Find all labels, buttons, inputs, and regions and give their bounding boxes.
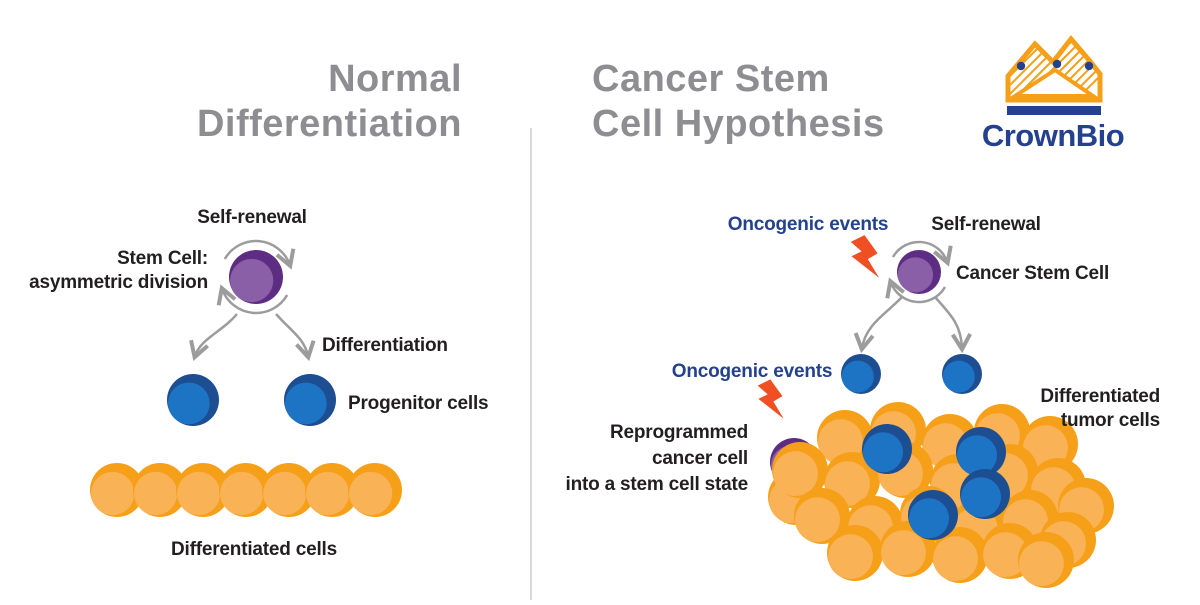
cell-blue-left-progenitors [167, 374, 219, 426]
label-reprogrammed-cancer-cell: Reprogrammed cancer cell into a stem cel… [500, 420, 748, 498]
cell-blue-tumor-blue [960, 469, 1010, 519]
label-oncogenic-events-mid: Oncogenic events [671, 361, 833, 382]
lightning-bolt-icon [754, 377, 789, 424]
cell-blue-tumor-blue [956, 427, 1006, 477]
cell-orange-left-differentiated [262, 463, 316, 517]
cell-purple-left-stem [229, 250, 283, 304]
label-line: into a stem cell state [565, 474, 748, 495]
crownbio-crown-icon [1005, 35, 1103, 115]
cell-blue-right-progenitors [942, 354, 982, 394]
label-line: asymmetric division [29, 272, 208, 293]
label-oncogenic-events-top: Oncogenic events [727, 214, 889, 235]
label-cancer-stem-cell: Cancer Stem Cell [956, 263, 1110, 284]
cell-blue-right-progenitors [841, 354, 881, 394]
label-differentiation: Differentiation [322, 335, 448, 356]
cell-orange-left-differentiated [90, 463, 144, 517]
label-line: tumor cells [1060, 410, 1160, 431]
self-renewal-cycle-arrows-right [885, 240, 953, 304]
label-self-renewal-left: Self-renewal [197, 207, 307, 228]
cell-orange-tumor-orange [1018, 532, 1074, 588]
label-self-renewal-right: Self-renewal [931, 214, 1041, 235]
cell-purple-right-stem [897, 250, 941, 294]
label-differentiated-cells: Differentiated cells [171, 539, 337, 560]
cell-orange-tumor-orange [932, 527, 988, 583]
crownbio-logo-text: CrownBio [981, 118, 1125, 153]
cell-orange-tumor-orange [827, 525, 883, 581]
differentiation-arrows-right [853, 296, 972, 354]
cell-orange-tumor-orange [772, 442, 828, 498]
title-line: Cancer Stem [592, 58, 830, 100]
label-line: Reprogrammed [609, 422, 748, 443]
label-progenitor-cells: Progenitor cells [348, 393, 489, 414]
title-cancer-stem-cell-hypothesis: Cancer Stem Cell Hypothesis [592, 57, 932, 147]
cell-orange-tumor-orange [794, 488, 850, 544]
label-differentiated-tumor-cells: Differentiated tumor cells [960, 385, 1160, 433]
self-renewal-cycle-arrows-left [216, 239, 296, 315]
label-line: cancer cell [651, 448, 748, 469]
title-line: Normal [328, 58, 462, 100]
cell-orange-left-differentiated [133, 463, 187, 517]
cell-blue-left-progenitors [284, 374, 336, 426]
cell-blue-tumor-blue [908, 490, 958, 540]
cell-orange-left-differentiated [219, 463, 273, 517]
title-line: Differentiation [196, 103, 462, 145]
title-line: Cell Hypothesis [592, 103, 885, 145]
cell-orange-left-differentiated [176, 463, 230, 517]
lightning-bolt-icon [847, 233, 884, 284]
label-line: Stem Cell: [117, 248, 208, 269]
cell-orange-left-differentiated [305, 463, 359, 517]
panel-divider [530, 128, 532, 600]
cells-layer [90, 250, 1114, 588]
label-stem-cell-asymmetric-division: Stem Cell: asymmetric division [28, 247, 208, 295]
cell-orange-left-differentiated [348, 463, 402, 517]
differentiation-arrows-left [189, 313, 316, 362]
title-normal-differentiation: Normal Differentiation [162, 57, 462, 147]
cell-blue-tumor-blue [862, 424, 912, 474]
label-line: Differentiated [1040, 386, 1160, 407]
